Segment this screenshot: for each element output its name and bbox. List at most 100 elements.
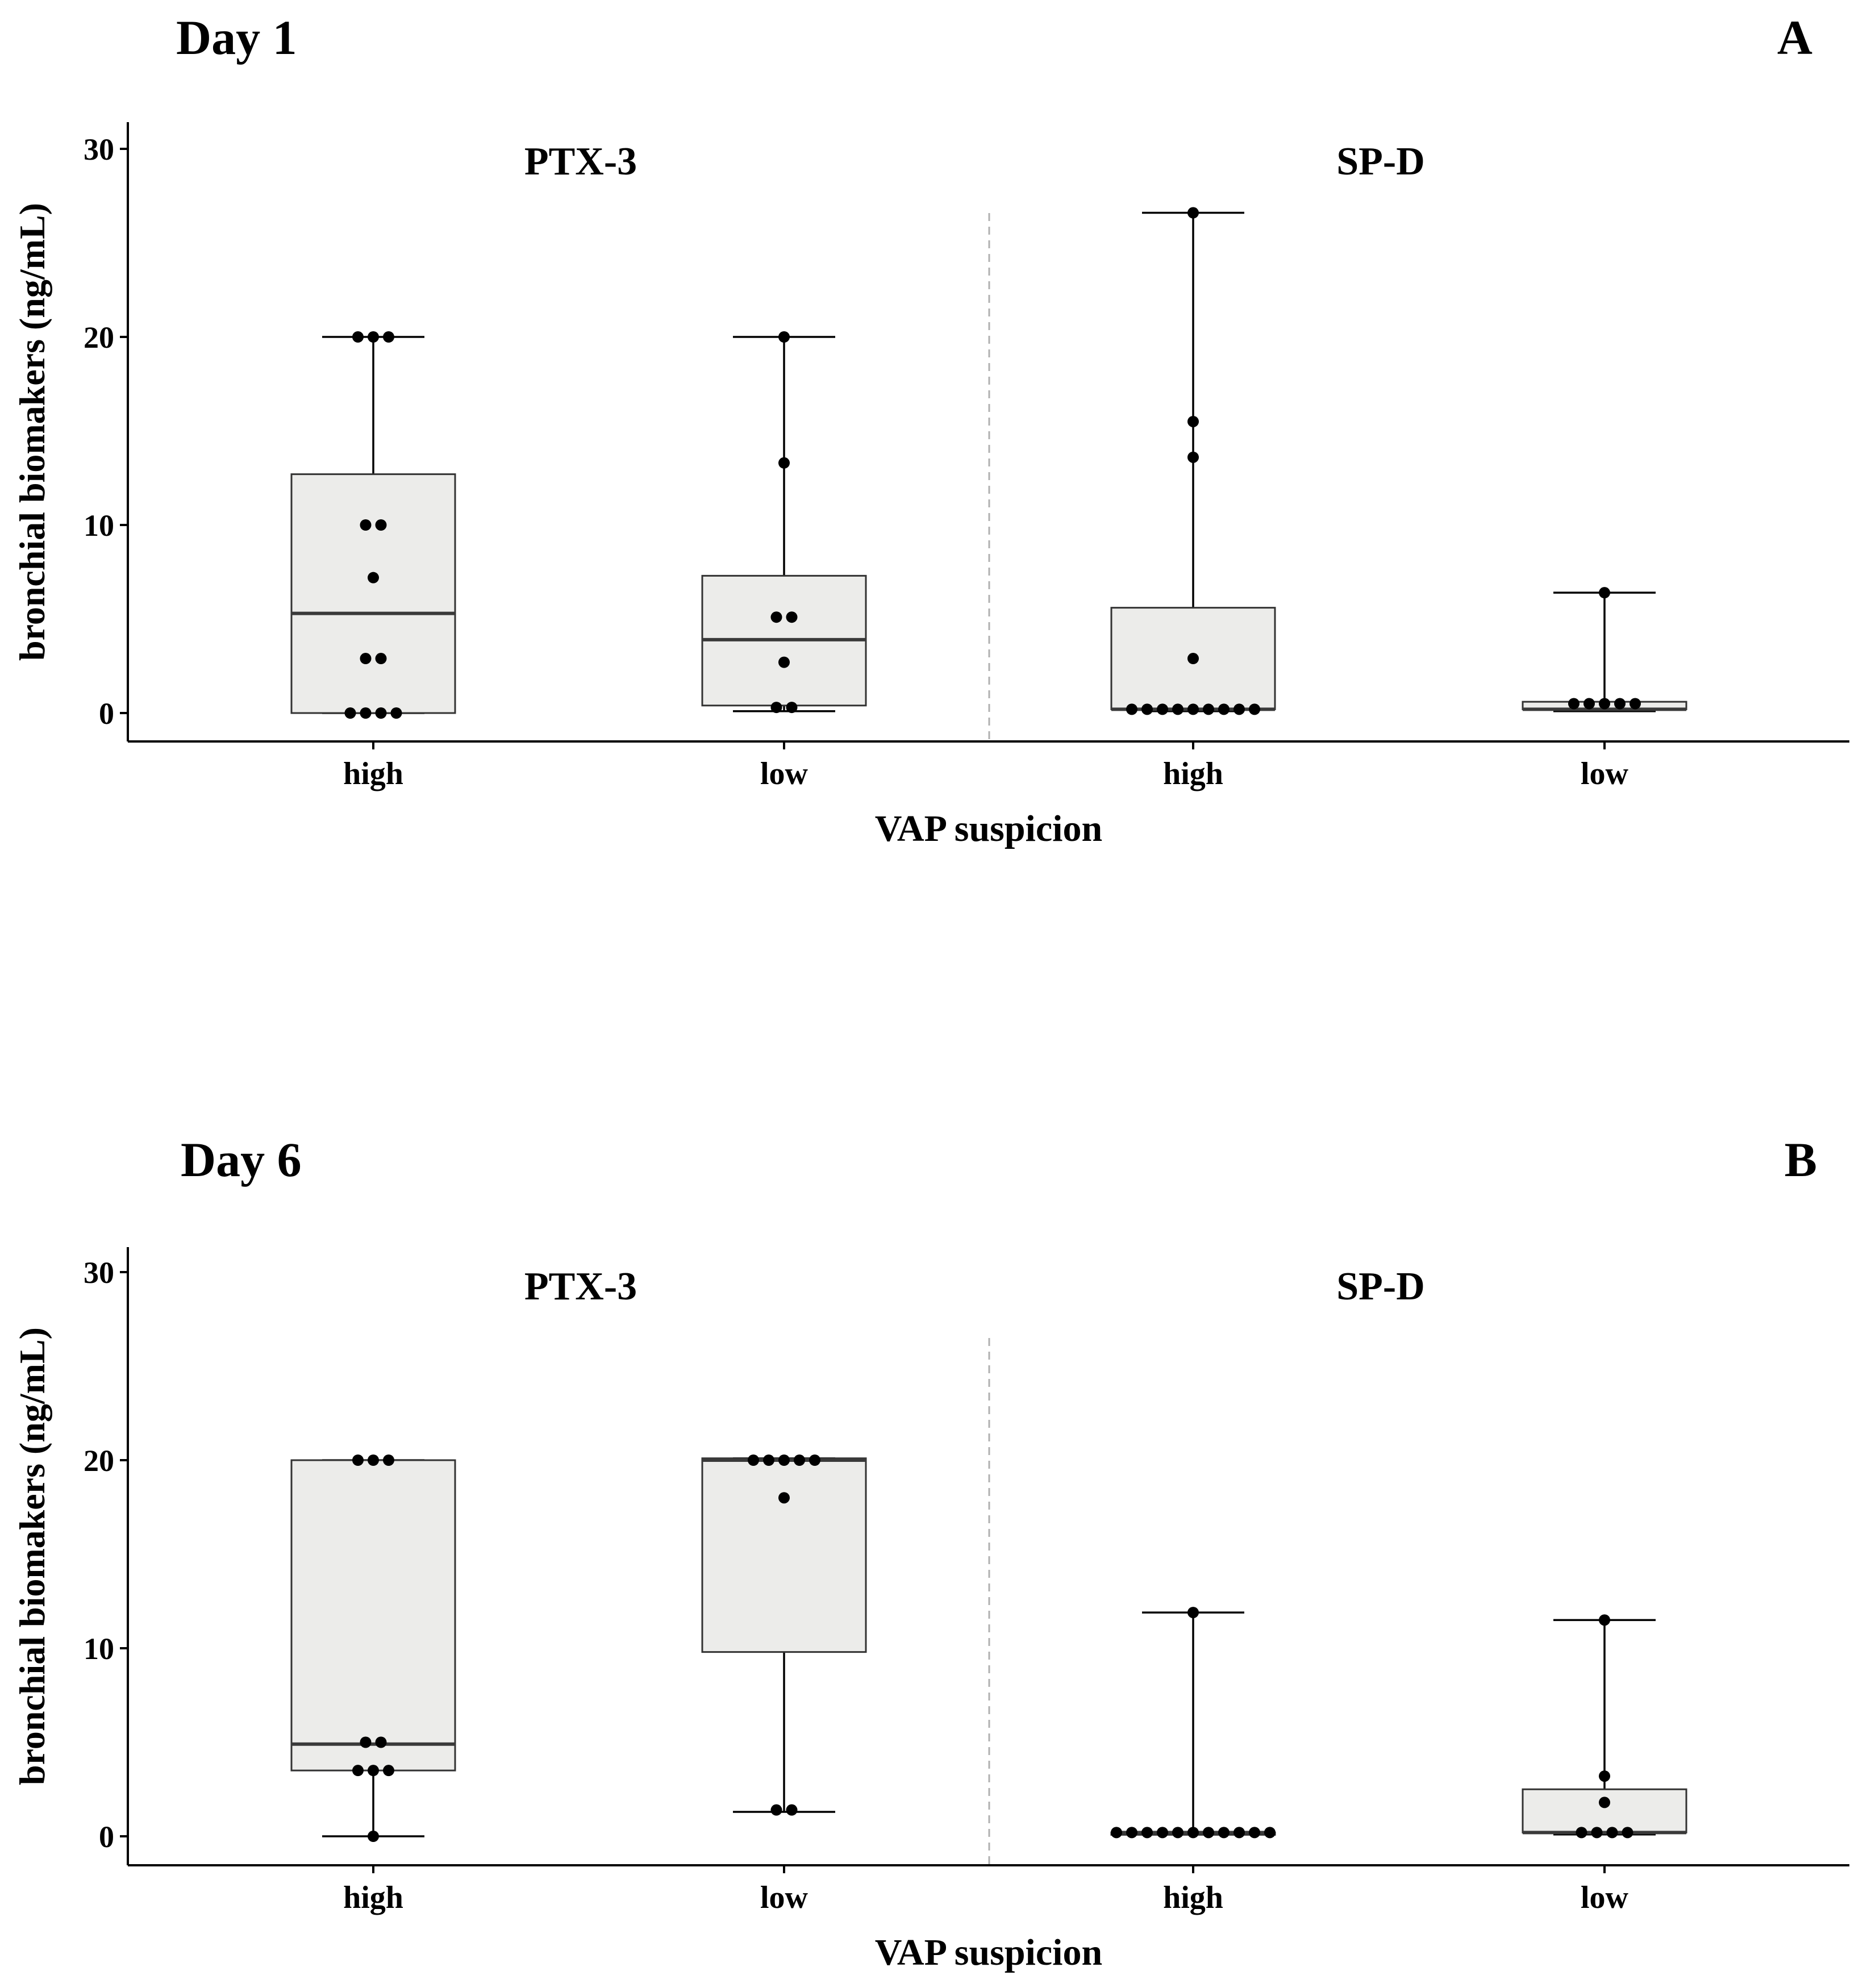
data-point bbox=[1233, 703, 1245, 715]
y-tick-label: 20 bbox=[84, 1444, 114, 1478]
y-tick-label: 30 bbox=[84, 1256, 114, 1290]
data-point bbox=[778, 1492, 790, 1504]
data-point bbox=[368, 1454, 379, 1466]
box-group: high bbox=[290, 1454, 456, 1915]
data-point bbox=[1233, 1827, 1245, 1839]
data-point bbox=[1583, 698, 1595, 710]
data-point bbox=[1126, 1827, 1137, 1839]
data-point bbox=[1218, 1827, 1230, 1839]
data-point bbox=[748, 1454, 759, 1466]
data-point bbox=[344, 707, 356, 719]
data-point bbox=[1591, 1827, 1603, 1839]
x-tick-label: low bbox=[760, 1880, 809, 1915]
data-point bbox=[383, 331, 394, 343]
panel-letter: A bbox=[1777, 10, 1812, 65]
y-tick-label: 20 bbox=[84, 320, 114, 355]
data-point bbox=[360, 519, 372, 531]
data-point bbox=[1599, 587, 1610, 599]
facet-label: PTX-3 bbox=[524, 140, 637, 184]
box-group: low bbox=[701, 331, 867, 791]
data-point bbox=[1172, 1827, 1183, 1839]
box-iqr bbox=[290, 1459, 456, 1772]
x-tick-label: high bbox=[1163, 756, 1223, 791]
data-point bbox=[375, 519, 387, 531]
data-point bbox=[368, 331, 379, 343]
x-tick-label: high bbox=[343, 756, 403, 791]
data-point bbox=[1157, 1827, 1168, 1839]
data-point bbox=[375, 1736, 387, 1748]
data-point bbox=[352, 331, 364, 343]
facet-label: PTX-3 bbox=[524, 1265, 637, 1308]
data-point bbox=[1111, 1827, 1122, 1839]
data-point bbox=[778, 331, 790, 343]
y-tick-label: 30 bbox=[84, 132, 114, 166]
data-point bbox=[1187, 207, 1199, 219]
data-point bbox=[352, 1454, 364, 1466]
data-point bbox=[1187, 1827, 1199, 1839]
data-point bbox=[809, 1454, 820, 1466]
y-tick-label: 10 bbox=[84, 509, 114, 543]
data-point bbox=[1568, 698, 1580, 710]
x-tick-label: low bbox=[1581, 756, 1629, 791]
data-point bbox=[1264, 1827, 1276, 1839]
data-point bbox=[1630, 698, 1641, 710]
data-point bbox=[360, 1736, 372, 1748]
data-point bbox=[1218, 703, 1230, 715]
y-tick-label: 0 bbox=[99, 697, 114, 731]
data-point bbox=[352, 1765, 364, 1777]
data-point bbox=[1187, 451, 1199, 463]
y-axis-title: bronchial biomakers (ng/mL) bbox=[12, 203, 52, 661]
data-point bbox=[1141, 1827, 1153, 1839]
data-point bbox=[1622, 1827, 1633, 1839]
x-tick-label: low bbox=[1581, 1880, 1629, 1915]
data-point bbox=[1614, 698, 1626, 710]
data-point bbox=[1576, 1827, 1587, 1839]
data-point bbox=[368, 1765, 379, 1777]
chart-panel-A: Day 1 A 0 10 20 30 bronchial biomakers (ng/mL)… bbox=[12, 10, 1849, 849]
data-point bbox=[770, 611, 782, 623]
data-point bbox=[1157, 703, 1168, 715]
box-group: high bbox=[1110, 1607, 1276, 1915]
x-axis-title: VAP suspicion bbox=[875, 808, 1102, 849]
data-point bbox=[383, 1454, 394, 1466]
data-point bbox=[1187, 415, 1199, 427]
data-point bbox=[1606, 1827, 1618, 1839]
data-point bbox=[786, 702, 798, 714]
y-axis-title: bronchial biomakers (ng/mL) bbox=[12, 1327, 52, 1785]
data-point bbox=[786, 1804, 798, 1816]
data-point bbox=[778, 457, 790, 469]
box-iqr bbox=[290, 473, 456, 714]
panel-title: Day 1 bbox=[176, 10, 297, 65]
data-point bbox=[770, 1804, 782, 1816]
panel-letter: B bbox=[1785, 1132, 1817, 1187]
data-point bbox=[1599, 1614, 1610, 1626]
x-axis-title: VAP suspicion bbox=[875, 1932, 1102, 1973]
data-point bbox=[1203, 703, 1214, 715]
data-point bbox=[368, 1831, 379, 1842]
x-tick-label: high bbox=[343, 1880, 403, 1915]
data-point bbox=[375, 653, 387, 665]
y-tick-label: 0 bbox=[99, 1820, 114, 1854]
facet-label: SP-D bbox=[1336, 1265, 1425, 1308]
data-point bbox=[1187, 653, 1199, 665]
data-point bbox=[1126, 703, 1137, 715]
data-point bbox=[383, 1765, 394, 1777]
box-group: low bbox=[1522, 587, 1687, 791]
box-iqr bbox=[1522, 1788, 1687, 1833]
data-point bbox=[1249, 703, 1260, 715]
data-point bbox=[390, 707, 402, 719]
panel-title: Day 6 bbox=[181, 1132, 302, 1187]
box-group: high bbox=[1110, 207, 1276, 791]
box-group: low bbox=[701, 1454, 867, 1915]
data-point bbox=[786, 611, 798, 623]
data-point bbox=[763, 1454, 774, 1466]
box-iqr bbox=[701, 1457, 867, 1653]
data-point bbox=[1172, 703, 1183, 715]
x-tick-label: high bbox=[1163, 1880, 1223, 1915]
box-group: low bbox=[1522, 1614, 1687, 1915]
data-point bbox=[770, 702, 782, 714]
data-point bbox=[360, 707, 372, 719]
x-tick-label: low bbox=[760, 756, 809, 791]
data-point bbox=[1249, 1827, 1260, 1839]
